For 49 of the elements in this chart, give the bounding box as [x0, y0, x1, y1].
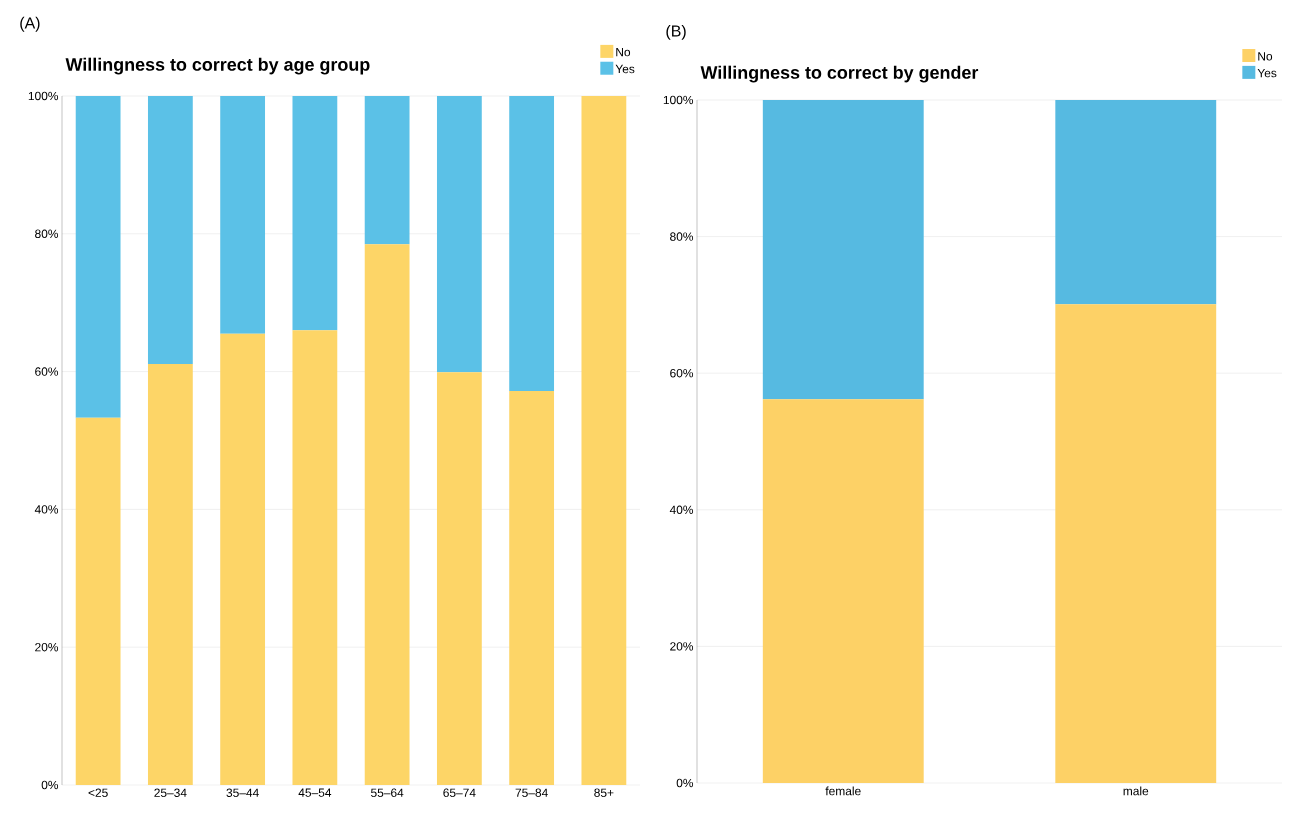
bar — [1055, 304, 1217, 783]
bar — [147, 364, 193, 785]
bar — [147, 95, 193, 365]
y-tick-label: 60% — [35, 367, 59, 376]
x-tick-label: 45–54 — [298, 788, 332, 797]
y-tick-label: 40% — [669, 505, 694, 515]
x-tick-label: 85+ — [594, 788, 614, 797]
bar — [436, 95, 482, 373]
bar — [364, 95, 410, 245]
text: (A) — [20, 16, 40, 32]
legend-label: Yes — [1257, 69, 1277, 78]
legend-label: Yes — [615, 64, 635, 74]
y-tick-label: 0% — [41, 780, 59, 790]
x-tick-label: 55–64 — [370, 788, 404, 797]
text: (B) — [666, 24, 686, 40]
bar — [364, 244, 410, 785]
legend-label: No — [1258, 52, 1273, 61]
bar — [1055, 99, 1217, 305]
x-tick-label: 35–44 — [226, 788, 259, 797]
x-tick-label: 65–74 — [443, 788, 476, 797]
y-tick-label: 20% — [35, 642, 59, 652]
bar — [220, 95, 266, 334]
y-tick-label: 60% — [670, 368, 694, 378]
bar — [75, 95, 121, 418]
bar — [75, 417, 121, 785]
y-tick-label: 20% — [670, 642, 694, 651]
bar — [292, 95, 338, 331]
bar — [762, 399, 924, 783]
x-tick-label: female — [825, 786, 861, 796]
y-tick-label: 80% — [670, 232, 694, 241]
bar — [509, 95, 555, 391]
y-tick-label: 100% — [663, 95, 694, 105]
bar — [292, 330, 338, 785]
bar — [762, 99, 924, 400]
bar — [581, 95, 627, 785]
x-tick-label: 75–84 — [515, 788, 548, 797]
y-tick-label: 100% — [28, 91, 59, 101]
bar — [220, 333, 266, 785]
bar — [509, 390, 555, 785]
y-tick-label: 80% — [35, 229, 59, 239]
chart-title: Willingness to correct by gender — [700, 65, 979, 83]
x-tick-label: <25 — [88, 788, 108, 797]
y-tick-label: 0% — [676, 778, 694, 788]
chart-title: Willingness to correct by age group — [65, 57, 370, 75]
x-tick-label: 25–34 — [154, 788, 187, 797]
legend-label: No — [616, 48, 631, 57]
y-tick-label: 40% — [34, 505, 59, 514]
bar — [436, 372, 482, 785]
x-tick-label: male — [1123, 786, 1149, 796]
